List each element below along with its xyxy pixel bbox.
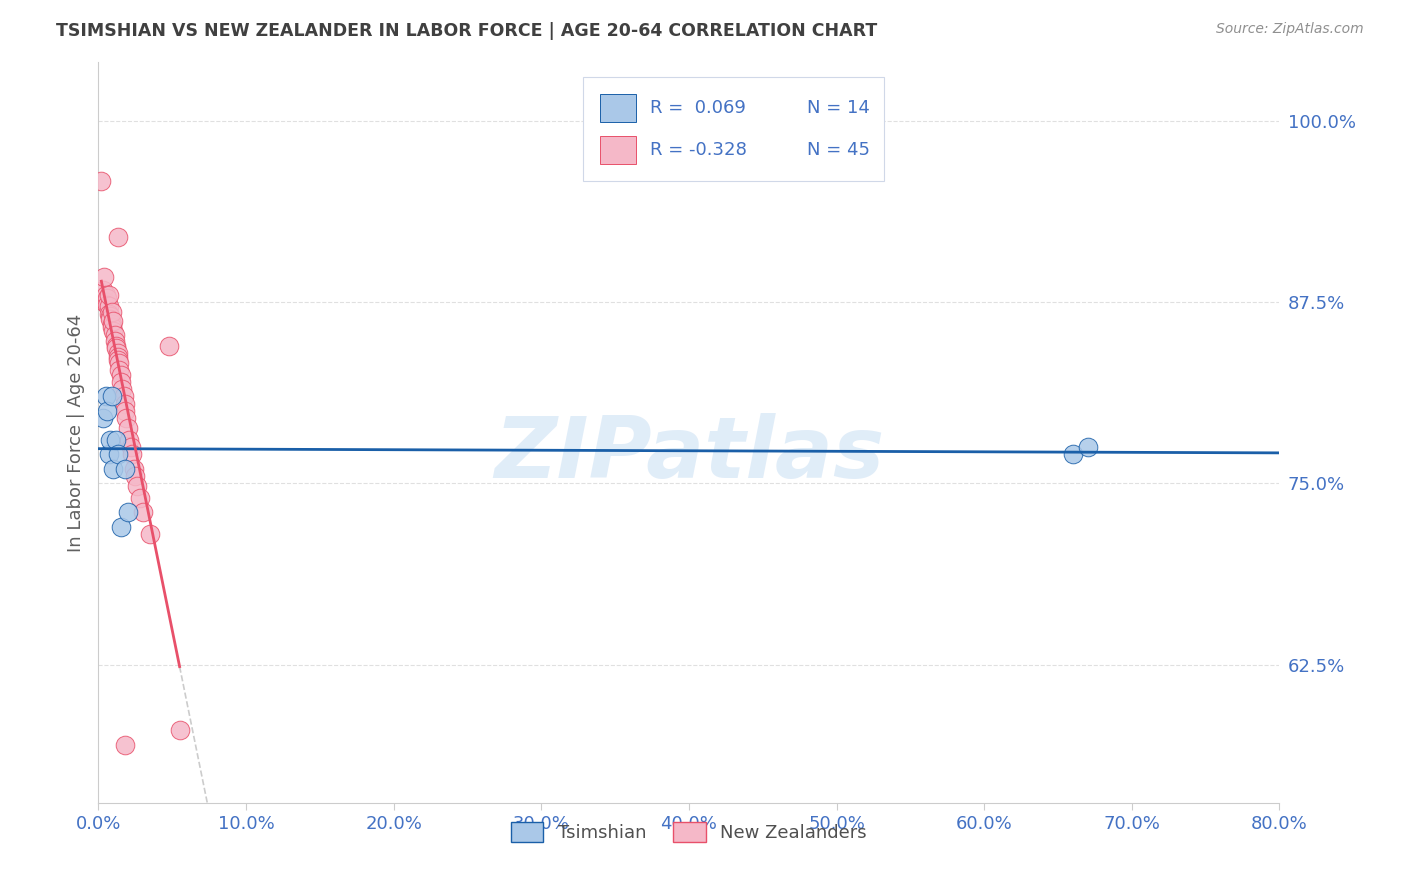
Point	[100, 317, 122, 331]
Point	[111, 382, 134, 396]
Point	[103, 314, 125, 328]
Point	[108, 356, 131, 370]
Point	[100, 389, 122, 403]
Point	[107, 353, 129, 368]
Point	[121, 447, 143, 461]
Point	[90, 174, 112, 188]
Text: ZIPatlas: ZIPatlas	[494, 413, 884, 496]
Point	[122, 462, 145, 476]
Y-axis label: In Labor Force | Age 20-64: In Labor Force | Age 20-64	[66, 313, 84, 552]
Point	[91, 411, 114, 425]
Point	[114, 738, 136, 752]
Point	[115, 411, 138, 425]
Point	[110, 375, 132, 389]
Point	[97, 307, 120, 321]
Point	[157, 338, 180, 352]
Text: TSIMSHIAN VS NEW ZEALANDER IN LABOR FORCE | AGE 20-64 CORRELATION CHART: TSIMSHIAN VS NEW ZEALANDER IN LABOR FORC…	[56, 22, 877, 40]
Point	[96, 298, 118, 312]
Point	[1062, 447, 1084, 461]
Text: N = 14: N = 14	[807, 99, 870, 118]
Point	[107, 229, 129, 244]
Point	[94, 287, 117, 301]
Bar	[600, 95, 636, 122]
Point	[110, 368, 132, 382]
Point	[107, 345, 129, 359]
FancyBboxPatch shape	[582, 78, 884, 181]
Text: Source: ZipAtlas.com: Source: ZipAtlas.com	[1216, 22, 1364, 37]
Point	[139, 527, 162, 541]
Point	[110, 520, 132, 534]
Point	[97, 447, 120, 461]
Point	[112, 389, 135, 403]
Point	[96, 291, 118, 305]
Text: N = 45: N = 45	[807, 141, 870, 159]
Point	[103, 462, 125, 476]
Point	[132, 506, 155, 520]
Point	[94, 295, 117, 310]
Point	[169, 723, 191, 738]
Point	[1077, 440, 1099, 454]
Point	[128, 491, 150, 505]
Text: R = -0.328: R = -0.328	[650, 141, 747, 159]
Point	[114, 396, 136, 410]
Point	[117, 506, 139, 520]
Point	[93, 270, 115, 285]
Point	[94, 389, 117, 403]
Point	[105, 433, 128, 447]
Point	[97, 287, 120, 301]
Point	[97, 299, 120, 313]
Point	[96, 404, 118, 418]
Point	[104, 334, 127, 348]
Point	[117, 421, 139, 435]
Point	[91, 284, 114, 298]
Point	[98, 310, 121, 324]
Text: R =  0.069: R = 0.069	[650, 99, 745, 118]
Point	[124, 469, 146, 483]
Point	[104, 328, 127, 343]
Point	[118, 433, 141, 447]
Point	[100, 305, 122, 319]
Point	[114, 404, 136, 418]
Point	[93, 295, 115, 310]
Point	[105, 338, 128, 352]
Point	[100, 319, 122, 334]
Point	[114, 462, 136, 476]
Point	[105, 342, 128, 356]
Point	[98, 312, 121, 326]
Legend: Tsimshian, New Zealanders: Tsimshian, New Zealanders	[503, 815, 875, 849]
Point	[98, 433, 121, 447]
Point	[107, 350, 129, 364]
Bar	[600, 136, 636, 164]
Point	[108, 363, 131, 377]
Point	[103, 324, 125, 338]
Point	[125, 479, 148, 493]
Point	[107, 447, 129, 461]
Point	[120, 440, 142, 454]
